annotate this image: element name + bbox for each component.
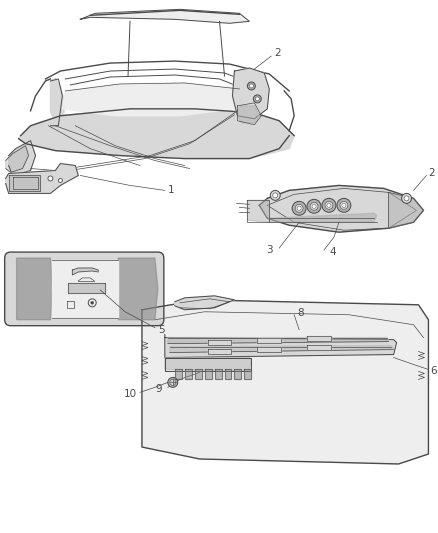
Polygon shape — [165, 335, 396, 358]
Polygon shape — [307, 336, 331, 341]
Polygon shape — [258, 346, 281, 352]
Circle shape — [325, 201, 333, 209]
Circle shape — [307, 199, 321, 213]
Circle shape — [327, 203, 331, 207]
Polygon shape — [18, 109, 294, 159]
Polygon shape — [80, 10, 249, 23]
Circle shape — [404, 196, 409, 201]
Circle shape — [247, 82, 255, 90]
Circle shape — [270, 190, 280, 200]
Polygon shape — [9, 175, 40, 191]
Circle shape — [48, 176, 53, 181]
Polygon shape — [72, 268, 98, 275]
Polygon shape — [389, 192, 424, 228]
Circle shape — [249, 84, 253, 88]
Polygon shape — [175, 296, 234, 310]
Text: 2: 2 — [428, 168, 435, 179]
FancyBboxPatch shape — [5, 252, 164, 326]
Polygon shape — [62, 83, 240, 116]
Polygon shape — [215, 369, 222, 379]
Circle shape — [310, 203, 318, 211]
Text: 2: 2 — [274, 48, 281, 58]
Circle shape — [170, 379, 176, 385]
Polygon shape — [6, 164, 78, 193]
Text: B: B — [69, 302, 73, 307]
Circle shape — [337, 198, 351, 212]
Polygon shape — [244, 369, 251, 379]
Polygon shape — [225, 369, 231, 379]
Circle shape — [58, 179, 62, 182]
Text: 5: 5 — [158, 325, 165, 335]
Text: 10: 10 — [124, 389, 137, 399]
Polygon shape — [194, 369, 201, 379]
Text: 1: 1 — [168, 185, 174, 196]
Polygon shape — [142, 300, 428, 464]
Polygon shape — [118, 258, 158, 320]
Polygon shape — [170, 345, 394, 352]
Text: 3: 3 — [267, 245, 273, 255]
Circle shape — [402, 193, 412, 203]
Circle shape — [322, 198, 336, 212]
Polygon shape — [165, 358, 251, 372]
Polygon shape — [258, 337, 281, 343]
Circle shape — [168, 377, 178, 387]
Polygon shape — [6, 146, 28, 173]
Circle shape — [340, 201, 348, 209]
Polygon shape — [247, 200, 269, 222]
Polygon shape — [208, 340, 231, 345]
Polygon shape — [307, 345, 331, 350]
Polygon shape — [175, 369, 182, 379]
Polygon shape — [259, 185, 424, 232]
Text: 9: 9 — [155, 384, 162, 394]
Text: 8: 8 — [297, 308, 304, 318]
Polygon shape — [50, 78, 65, 131]
Polygon shape — [237, 106, 259, 123]
Circle shape — [295, 204, 303, 212]
Polygon shape — [205, 369, 212, 379]
Circle shape — [297, 206, 301, 211]
Polygon shape — [53, 260, 118, 318]
Polygon shape — [68, 283, 105, 293]
Polygon shape — [234, 369, 241, 379]
Circle shape — [255, 97, 259, 101]
Polygon shape — [233, 68, 269, 119]
Text: 6: 6 — [431, 367, 437, 376]
Polygon shape — [208, 349, 231, 353]
Polygon shape — [269, 213, 377, 222]
Polygon shape — [185, 369, 192, 379]
Text: 4: 4 — [329, 247, 336, 257]
Circle shape — [273, 193, 278, 198]
Polygon shape — [168, 337, 389, 344]
Polygon shape — [9, 141, 35, 175]
Circle shape — [312, 204, 316, 208]
Circle shape — [253, 95, 261, 103]
Circle shape — [342, 203, 346, 207]
Polygon shape — [17, 258, 53, 320]
Circle shape — [91, 301, 94, 304]
Circle shape — [292, 201, 306, 215]
